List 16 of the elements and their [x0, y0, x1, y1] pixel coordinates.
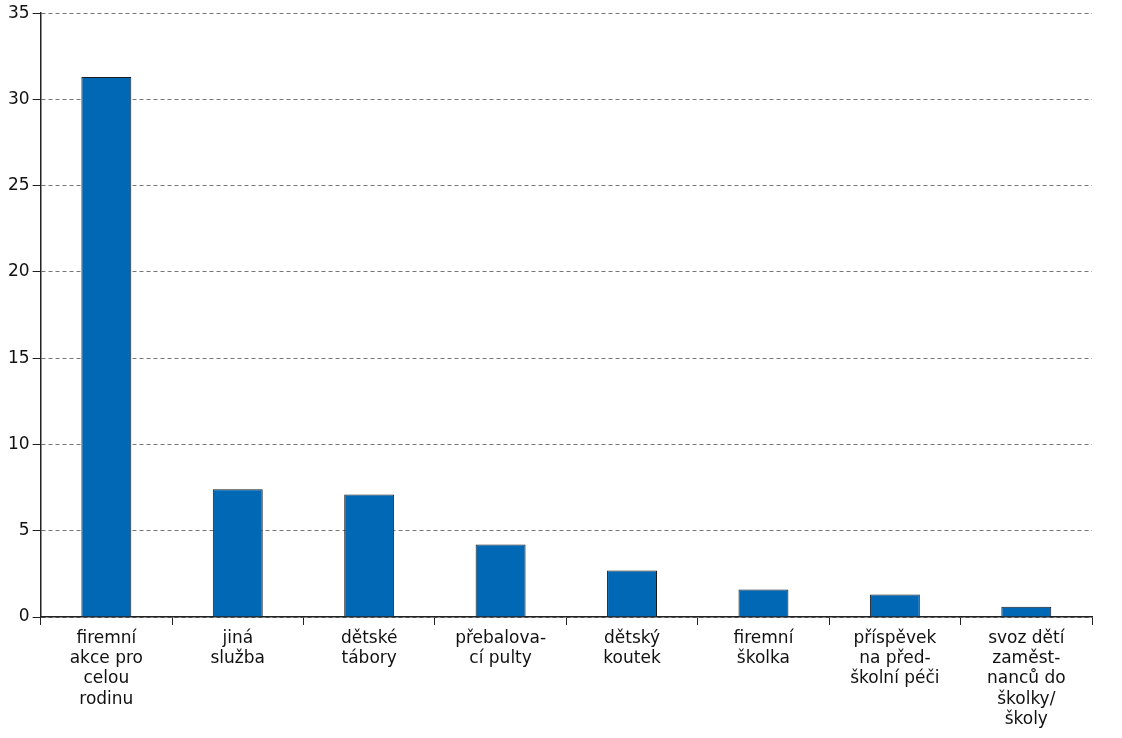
x-tick-label: jiná služba [210, 626, 266, 668]
x-tick-label: firemní akce pro celou rodinu [69, 626, 143, 708]
y-tick-label: 20 [7, 260, 30, 281]
y-tick-label: 0 [18, 605, 30, 626]
x-tick-label: dětské tábory [340, 626, 398, 668]
y-tick-label: 5 [18, 519, 30, 540]
x-tick-label: přebalova- cí pulty [455, 626, 547, 668]
x-tick-label: svoz dětí zaměst- nanců do školky/ školy [986, 626, 1066, 729]
y-tick-label: 25 [7, 174, 30, 195]
y-tick-label: 10 [7, 432, 30, 453]
y-tick-label: 35 [7, 1, 30, 22]
y-tick-label: 15 [7, 346, 30, 367]
y-tick-label: 30 [7, 87, 30, 108]
x-tick-label: dětský koutek [603, 626, 661, 668]
x-tick-label: příspěvek na před- školní péči [850, 626, 940, 688]
x-tick-label: firemní školka [733, 626, 795, 668]
